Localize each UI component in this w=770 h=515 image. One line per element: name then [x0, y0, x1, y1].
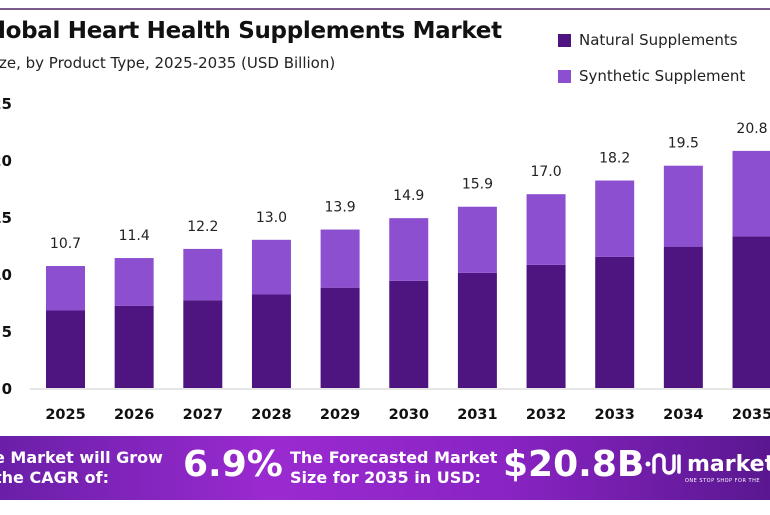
total-data-label: 18.2	[599, 151, 630, 167]
total-data-label: 12.2	[187, 219, 218, 235]
bar-segment-natural	[526, 264, 566, 388]
chart-title: lobal Heart Health Supplements Market	[0, 18, 502, 44]
forecast-label-line: Size for 2035 in USD:	[290, 468, 481, 487]
bar-segment-synthetic	[114, 258, 154, 306]
bar-segment-natural	[183, 300, 223, 388]
bar-segment-synthetic	[183, 248, 223, 301]
bar-segment-synthetic	[457, 206, 497, 273]
total-data-label: 15.9	[462, 177, 493, 193]
bar-segment-natural	[595, 256, 635, 388]
top-divider	[0, 8, 770, 10]
legend-item-synthetic: Synthetic Supplement	[558, 66, 745, 86]
total-data-label: 13.9	[325, 200, 356, 216]
bar-segment-natural	[46, 310, 85, 388]
y-tick-label: 10	[0, 266, 12, 284]
total-data-label: 11.4	[119, 228, 150, 244]
bar-segment-natural	[663, 246, 703, 388]
total-data-label: 14.9	[393, 188, 424, 204]
total-data-label: 13.0	[256, 210, 287, 226]
legend-label: Natural Supplements	[579, 31, 738, 49]
x-tick-label: 2030	[389, 407, 429, 423]
total-data-label: 10.7	[50, 236, 81, 252]
x-tick-label: 2031	[457, 407, 497, 423]
bar-segment-synthetic	[595, 180, 635, 257]
logo-tagline: ONE STOP SHOP FOR THE	[685, 478, 761, 484]
x-tick-label: 2028	[251, 407, 291, 423]
bar-segment-synthetic	[320, 229, 360, 288]
legend-swatch	[558, 69, 571, 83]
cagr-label-line: the CAGR of:	[0, 468, 109, 487]
y-tick-label: 25	[0, 95, 12, 113]
total-data-label: 17.0	[530, 164, 561, 180]
legend-swatch	[558, 33, 571, 47]
x-tick-label: 2027	[183, 407, 223, 423]
total-data-label: 19.5	[668, 136, 699, 152]
cagr-value: 6.9%	[183, 444, 283, 485]
bar-segment-synthetic	[663, 165, 703, 247]
y-tick-label: 5	[2, 323, 12, 341]
chart-subtitle: ze, by Product Type, 2025-2035 (USD Bill…	[0, 54, 336, 72]
bar-segment-synthetic	[251, 239, 291, 295]
legend-item-natural: Natural Supplements	[558, 30, 745, 50]
summary-banner: e Market will Grow the CAGR of: 6.9% The…	[0, 436, 770, 500]
bar-segment-synthetic	[732, 150, 770, 237]
bar-segment-natural	[251, 294, 291, 388]
x-tick-label: 2033	[595, 407, 635, 423]
x-tick-label: 2032	[526, 407, 566, 423]
x-tick-label: 2025	[45, 407, 85, 423]
y-tick-label: 20	[0, 152, 12, 170]
legend-label: Synthetic Supplement	[579, 67, 746, 85]
bar-segment-synthetic	[526, 194, 566, 265]
total-data-label: 20.8	[736, 121, 767, 137]
forecast-label: The Forecasted Market Size for 2035 in U…	[290, 448, 497, 488]
cagr-label: e Market will Grow the CAGR of:	[0, 448, 163, 488]
y-tick-label: 0	[2, 380, 12, 398]
market-us-logo-icon	[645, 453, 681, 475]
bar-segment-natural	[457, 272, 497, 388]
forecast-value: $20.8B	[503, 444, 645, 485]
logo: market. ONE STOP SHOP FOR THE	[645, 450, 770, 484]
x-tick-label: 2029	[320, 407, 360, 423]
bar-segment-synthetic	[46, 266, 85, 311]
bar-segment-natural	[389, 280, 429, 388]
logo-word: market.	[687, 451, 770, 477]
cagr-label-line: e Market will Grow	[0, 448, 163, 467]
y-tick-label: 15	[0, 209, 12, 227]
legend: Natural Supplements Synthetic Supplement	[558, 30, 745, 102]
x-tick-label: 2026	[114, 407, 154, 423]
bar-segment-natural	[114, 305, 154, 388]
bar-segment-synthetic	[389, 218, 429, 281]
x-tick-label: 2034	[663, 407, 703, 423]
stacked-bar-chart: 051015202510.7202511.4202612.2202713.020…	[0, 95, 770, 423]
bar-segment-natural	[732, 236, 770, 388]
bar-segment-natural	[320, 287, 360, 388]
forecast-label-line: The Forecasted Market	[290, 448, 498, 467]
x-tick-label: 2035	[732, 407, 770, 423]
